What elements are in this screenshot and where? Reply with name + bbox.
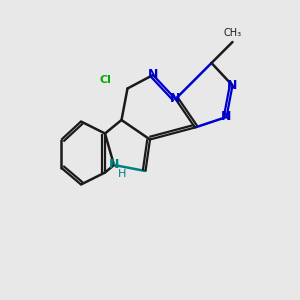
Text: N: N: [148, 68, 158, 82]
Text: CH₃: CH₃: [224, 28, 242, 38]
Text: N: N: [227, 79, 238, 92]
Text: N: N: [221, 110, 232, 124]
Text: N: N: [170, 92, 181, 106]
Text: Cl: Cl: [99, 75, 111, 85]
Text: N: N: [109, 158, 119, 172]
Text: H: H: [118, 169, 127, 179]
